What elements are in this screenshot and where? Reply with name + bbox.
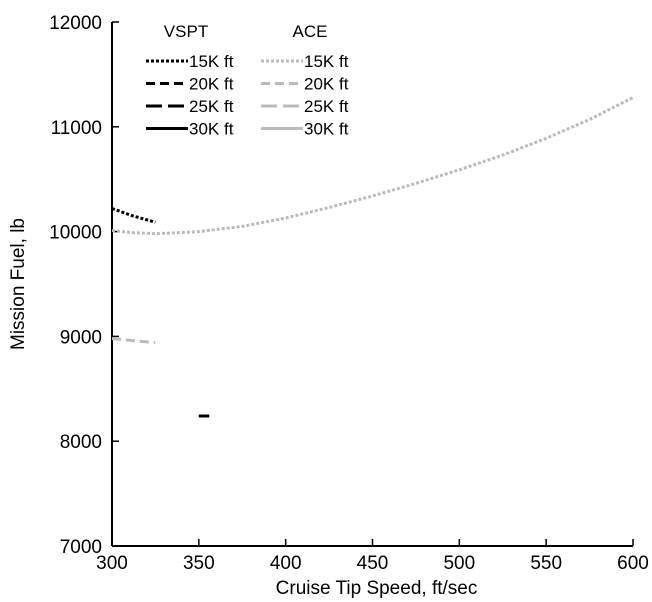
series-line-ace-15kft	[111, 96, 634, 236]
y-tick-label: 10000	[49, 223, 102, 244]
x-tick-label: 300	[96, 553, 128, 574]
legend-label-vspt-15kft: 15K ft	[189, 52, 234, 71]
y-ticks: 7000 8000 9000 10000 11000 12000	[49, 13, 119, 558]
y-tick-label: 12000	[49, 13, 102, 34]
x-tick-label: 350	[183, 553, 215, 574]
legend: VSPT 15K ft 20K ft 25K ft 30K ft ACE 15K ft 20K…	[146, 22, 349, 139]
series-lines	[111, 96, 634, 418]
legend-label-vspt-20kft: 20K ft	[189, 75, 234, 94]
legend-label-vspt-30kft: 30K ft	[189, 120, 234, 139]
x-tick-label: 400	[270, 553, 302, 574]
legend-header-vspt: VSPT	[164, 22, 208, 41]
x-ticks: 300 350 400 450 500 550 600	[96, 539, 649, 574]
y-tick-label: 8000	[60, 432, 102, 453]
series-line-vspt-15kft	[111, 207, 156, 224]
legend-label-ace-20kft: 20K ft	[304, 75, 349, 94]
legend-header-ace: ACE	[293, 22, 328, 41]
y-axis-label: Mission Fuel, lb	[8, 218, 29, 350]
series-line-ace-20kft	[111, 337, 156, 345]
legend-label-ace-15kft: 15K ft	[304, 52, 349, 71]
x-axis-label: Cruise Tip Speed, ft/sec	[276, 578, 478, 599]
y-tick-label: 9000	[60, 327, 102, 348]
x-tick-label: 450	[357, 553, 389, 574]
x-tick-label: 550	[530, 553, 562, 574]
x-tick-label: 600	[617, 553, 649, 574]
x-tick-label: 500	[443, 553, 475, 574]
y-tick-label: 11000	[51, 118, 102, 139]
legend-label-vspt-25kft: 25K ft	[189, 97, 234, 116]
y-tick-label: 7000	[60, 537, 102, 558]
legend-label-ace-25kft: 25K ft	[304, 97, 349, 116]
legend-label-ace-30kft: 30K ft	[304, 120, 349, 139]
